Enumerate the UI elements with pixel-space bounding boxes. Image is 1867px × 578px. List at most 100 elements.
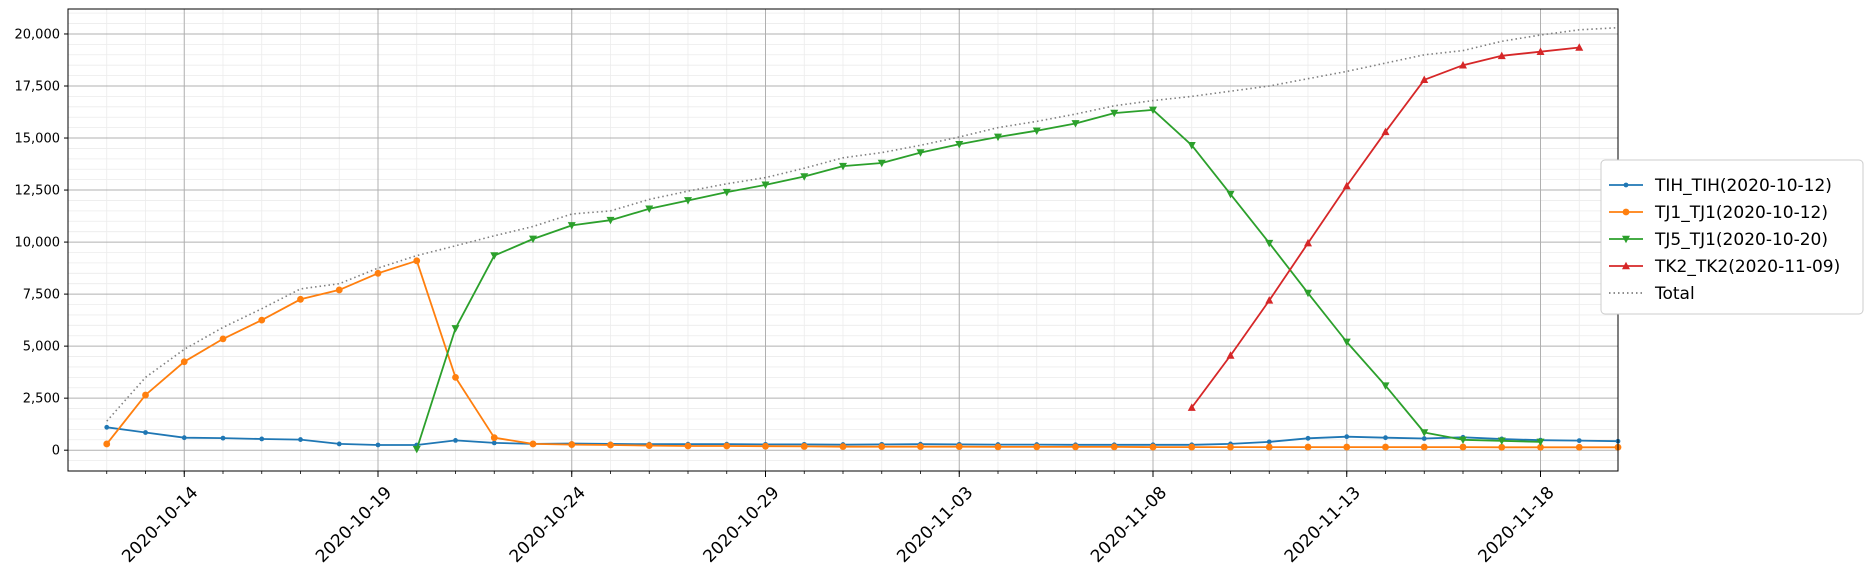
series-line	[106, 426, 1619, 446]
data-point	[1497, 51, 1506, 60]
data-point	[568, 441, 576, 448]
data-point	[336, 441, 342, 447]
data-point	[1381, 127, 1390, 136]
data-point	[800, 173, 809, 181]
data-point	[1305, 435, 1311, 441]
data-point	[1188, 443, 1196, 451]
data-point	[994, 133, 1002, 142]
x-tick-label: 2020-11-13	[1281, 483, 1365, 567]
data-point	[1343, 443, 1351, 451]
data-point	[1622, 208, 1630, 216]
data-point	[1266, 439, 1272, 445]
data-point	[1110, 443, 1118, 451]
data-point	[1072, 443, 1079, 451]
data-point	[1110, 109, 1119, 118]
data-point	[917, 443, 924, 451]
y-tick-label: 12,500	[15, 184, 61, 199]
data-point	[374, 269, 382, 277]
data-point	[220, 435, 226, 441]
data-point	[1576, 438, 1582, 444]
data-point	[1459, 436, 1467, 444]
data-point	[1459, 443, 1467, 451]
legend-item: TJ5_TJ1(2020-10-20)	[1609, 230, 1828, 250]
data-point	[878, 443, 886, 451]
data-point	[103, 440, 111, 448]
data-point	[180, 358, 188, 366]
data-point	[452, 373, 459, 381]
data-point	[761, 181, 770, 190]
data-point	[1536, 438, 1545, 447]
data-point	[1420, 429, 1429, 437]
data-point	[490, 434, 498, 442]
x-tick-label: 2020-10-19	[312, 483, 396, 567]
data-point	[1304, 289, 1312, 298]
data-point	[955, 140, 964, 149]
data-point	[529, 440, 537, 448]
legend-item: TK2_TK2(2020-11-09)	[1609, 257, 1840, 277]
data-point	[1497, 437, 1506, 446]
x-tick-label: 2020-11-18	[1475, 483, 1559, 567]
data-point	[1149, 443, 1157, 451]
data-point	[219, 335, 227, 343]
data-point	[916, 149, 925, 157]
legend-box	[1600, 159, 1864, 315]
data-point	[1304, 238, 1312, 247]
legend-label: Total	[1654, 284, 1695, 304]
data-point	[1342, 338, 1351, 347]
series-line	[106, 26, 1619, 422]
x-tick-label: 2020-10-24	[506, 483, 590, 567]
series-TJ5_TJ1(2020-10-20)	[412, 106, 1545, 454]
data-point	[1622, 235, 1630, 244]
y-tick-label: 2,500	[23, 392, 60, 407]
x-tick-label: 2020-11-03	[893, 483, 977, 567]
data-point	[684, 197, 692, 205]
data-point	[1420, 75, 1429, 84]
y-tick-label: 7,500	[23, 288, 60, 303]
x-tick-label: 2020-10-29	[700, 483, 784, 567]
data-point	[335, 286, 343, 294]
data-point	[1342, 181, 1351, 190]
data-point	[143, 430, 148, 435]
data-point	[298, 437, 303, 442]
legend-label: TK2_TK2(2020-11-09)	[1654, 257, 1840, 277]
data-point	[877, 159, 886, 168]
data-point	[1575, 443, 1583, 451]
data-point	[762, 442, 769, 450]
y-tick-label: 5,000	[23, 340, 60, 355]
y-tick-label: 10,000	[15, 236, 61, 251]
data-point	[1187, 403, 1196, 411]
data-point	[723, 442, 731, 450]
data-point	[259, 436, 265, 442]
data-point	[645, 442, 653, 450]
data-point	[1071, 120, 1080, 128]
data-point	[722, 188, 731, 197]
data-point	[1622, 261, 1630, 270]
data-point	[1575, 43, 1584, 51]
data-point	[297, 295, 304, 303]
y-tick-label: 17,500	[15, 80, 61, 95]
data-point	[994, 443, 1002, 451]
data-point	[1344, 434, 1350, 440]
data-point	[491, 440, 497, 446]
data-point	[453, 438, 458, 443]
data-point	[1383, 435, 1388, 441]
data-point	[1381, 382, 1390, 390]
legend-item: TIH_TIH(2020-10-12)	[1609, 176, 1832, 196]
data-point	[451, 325, 460, 333]
data-point	[1226, 351, 1235, 359]
data-point	[1265, 443, 1273, 451]
data-point	[839, 443, 847, 451]
data-point	[567, 222, 576, 230]
data-point	[1420, 443, 1428, 451]
legend-label: TJ5_TJ1(2020-10-20)	[1654, 230, 1828, 250]
data-point	[1265, 239, 1274, 248]
data-point	[1226, 190, 1235, 199]
legend-item: Total	[1609, 284, 1695, 304]
data-point	[181, 435, 187, 441]
data-point	[142, 391, 149, 399]
series-line	[415, 109, 1541, 450]
data-point	[1498, 443, 1506, 451]
data-point	[1149, 106, 1157, 115]
